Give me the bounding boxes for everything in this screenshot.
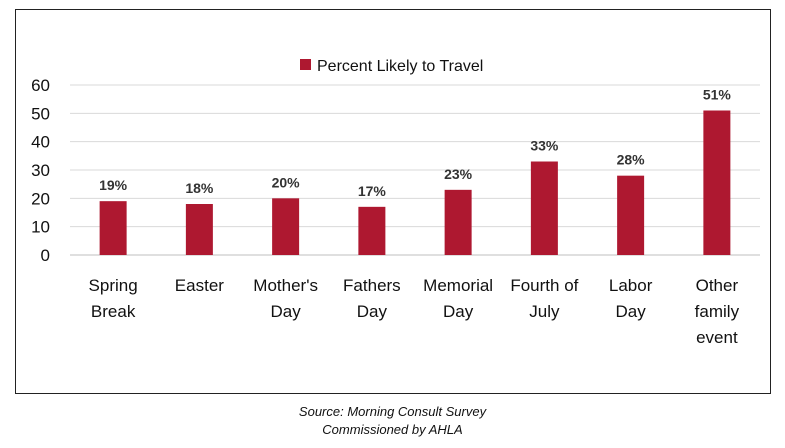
y-tick-label: 10 — [31, 218, 50, 237]
x-tick-label: Fourth of July — [510, 276, 578, 321]
data-label: 33% — [530, 138, 559, 154]
labels: 0 10 20 30 40 50 60 19% Spring Break 18% Easter 20% M… — [31, 76, 739, 347]
bar — [358, 206, 386, 255]
legend-swatch — [300, 59, 311, 70]
y-tick-label: 60 — [31, 76, 50, 95]
data-label: 28% — [617, 152, 646, 168]
chart-frame — [15, 9, 771, 394]
bar — [530, 161, 558, 255]
data-label: 17% — [358, 183, 387, 199]
y-tick-label: 40 — [31, 133, 50, 152]
data-label: 19% — [99, 177, 128, 193]
x-tick-label: Spring Break — [89, 276, 138, 321]
gridlines — [70, 84, 760, 256]
x-tick-label: Other family event — [695, 276, 740, 347]
source-caption: Source: Morning Consult Survey Commissio… — [0, 403, 785, 439]
x-tick-label: Fathers Day — [343, 276, 401, 321]
bar — [617, 175, 645, 255]
y-tick-label: 50 — [31, 104, 50, 123]
source-line-2: Commissioned by AHLA — [322, 422, 463, 437]
bar — [272, 198, 300, 255]
x-tick-label: Easter — [175, 276, 224, 295]
legend-label: Percent Likely to Travel — [317, 58, 483, 75]
x-tick-label: Memorial Day — [423, 276, 493, 321]
y-tick-label: 0 — [41, 246, 50, 265]
x-tick-label: Labor Day — [609, 276, 653, 321]
bar — [703, 110, 731, 255]
y-tick-label: 20 — [31, 189, 50, 208]
x-tick-label: Mother's Day — [253, 276, 318, 321]
data-label: 20% — [272, 174, 301, 190]
bar — [99, 201, 127, 255]
bar — [444, 189, 472, 255]
bar — [185, 204, 213, 255]
data-label: 18% — [185, 180, 214, 196]
y-tick-label: 30 — [31, 161, 50, 180]
data-label: 51% — [703, 87, 732, 103]
bars — [99, 110, 731, 255]
source-line-1: Source: Morning Consult Survey — [298, 404, 487, 419]
data-label: 23% — [444, 166, 473, 182]
legend: Percent Likely to Travel — [300, 58, 483, 75]
